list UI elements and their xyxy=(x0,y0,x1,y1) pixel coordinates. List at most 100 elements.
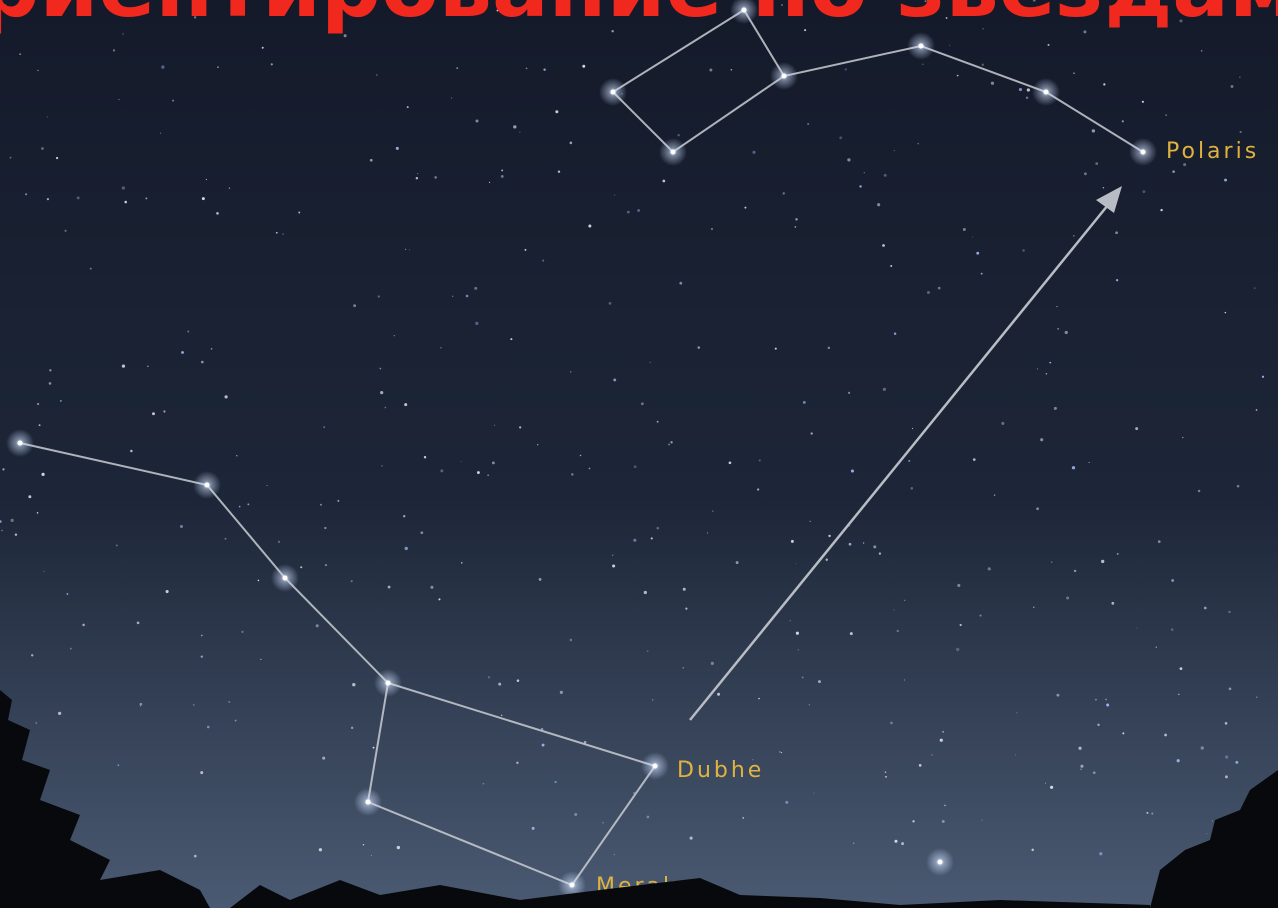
star xyxy=(64,230,66,232)
star xyxy=(627,211,630,214)
star xyxy=(759,459,761,461)
star xyxy=(973,458,976,461)
star xyxy=(809,704,810,705)
star xyxy=(802,676,804,678)
star xyxy=(381,465,382,466)
star xyxy=(36,722,37,723)
star xyxy=(795,226,797,228)
star xyxy=(513,125,516,128)
star xyxy=(320,504,322,506)
star xyxy=(758,698,759,699)
star xyxy=(731,69,733,71)
star-core xyxy=(283,576,288,581)
star xyxy=(405,547,408,550)
star xyxy=(1256,409,1258,411)
star xyxy=(742,817,744,819)
star xyxy=(781,752,782,753)
star xyxy=(371,855,372,856)
star xyxy=(239,506,241,508)
star xyxy=(1047,44,1049,46)
star xyxy=(956,648,959,651)
star xyxy=(828,347,831,350)
star xyxy=(848,392,850,394)
star xyxy=(266,485,267,486)
star xyxy=(1117,553,1119,555)
star xyxy=(949,45,950,46)
star xyxy=(1054,407,1057,410)
star xyxy=(10,157,12,159)
star xyxy=(47,198,49,200)
star xyxy=(31,654,33,656)
star xyxy=(498,683,501,686)
star xyxy=(729,461,732,464)
star xyxy=(791,540,794,543)
star xyxy=(1239,77,1240,78)
star xyxy=(216,212,219,215)
star xyxy=(510,338,512,340)
star xyxy=(942,820,945,823)
star-core xyxy=(570,883,575,888)
star xyxy=(942,731,944,733)
star xyxy=(276,232,278,234)
star xyxy=(316,624,319,627)
star xyxy=(963,228,966,231)
star xyxy=(555,781,557,783)
star xyxy=(532,827,535,830)
star xyxy=(752,151,755,154)
star xyxy=(633,539,636,542)
star xyxy=(1198,490,1200,492)
star xyxy=(225,395,228,398)
star xyxy=(543,68,545,70)
star xyxy=(972,236,973,237)
star xyxy=(353,304,356,307)
star xyxy=(137,621,140,624)
star xyxy=(859,185,861,187)
star xyxy=(712,511,713,512)
star xyxy=(1066,596,1069,599)
star xyxy=(39,424,41,426)
star xyxy=(938,287,941,290)
star xyxy=(893,609,894,610)
star xyxy=(90,268,92,270)
star xyxy=(885,771,886,772)
star xyxy=(1015,754,1016,755)
star xyxy=(663,180,666,183)
star xyxy=(1180,667,1183,670)
star xyxy=(612,564,615,567)
star xyxy=(116,544,118,546)
star xyxy=(690,837,693,840)
star xyxy=(201,361,204,364)
star xyxy=(181,351,184,354)
star xyxy=(828,535,830,537)
star xyxy=(1051,561,1053,563)
star xyxy=(37,70,38,71)
star xyxy=(2,468,4,470)
star xyxy=(850,632,853,635)
star xyxy=(58,712,61,715)
star xyxy=(322,757,325,760)
star-core xyxy=(18,441,23,446)
star xyxy=(783,192,785,194)
star xyxy=(882,244,885,247)
star xyxy=(49,369,51,371)
star xyxy=(440,347,441,348)
star xyxy=(258,580,260,582)
star xyxy=(1235,761,1238,764)
star xyxy=(976,252,979,255)
star xyxy=(1225,722,1228,725)
star xyxy=(813,792,814,793)
star xyxy=(901,842,904,845)
star xyxy=(1206,833,1207,834)
star xyxy=(779,751,780,752)
star xyxy=(193,704,195,706)
star xyxy=(1016,712,1017,713)
star xyxy=(1095,162,1098,165)
star xyxy=(894,332,896,334)
star xyxy=(1036,507,1039,510)
star xyxy=(140,703,143,706)
star xyxy=(1040,438,1043,441)
star xyxy=(474,287,477,290)
star xyxy=(229,188,230,189)
star xyxy=(25,193,27,195)
star xyxy=(982,63,984,65)
